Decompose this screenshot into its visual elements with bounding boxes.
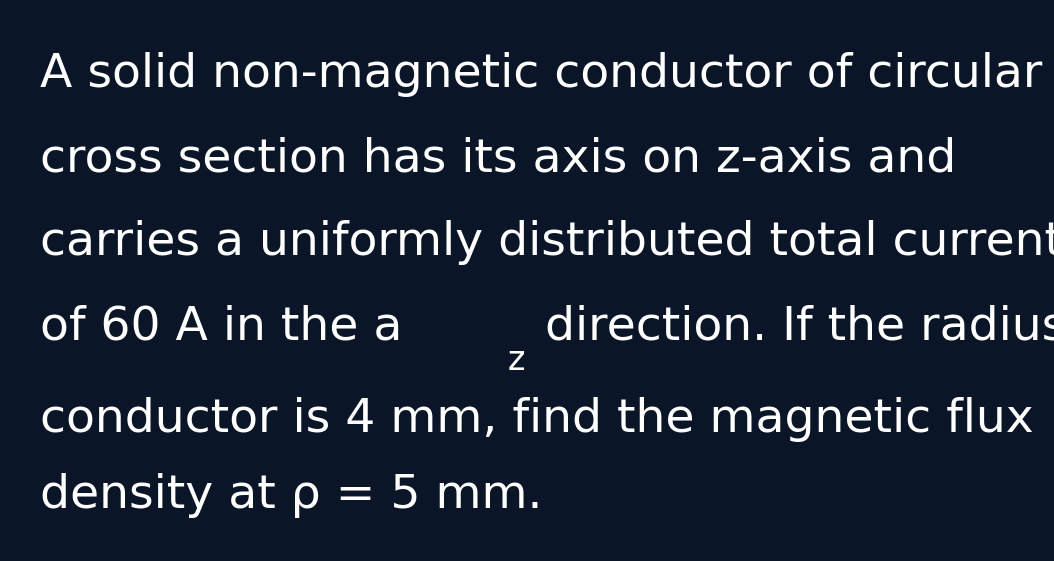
Text: A solid non-magnetic conductor of circular: A solid non-magnetic conductor of circul…	[40, 52, 1042, 97]
Text: carries a uniformly distributed total current: carries a uniformly distributed total cu…	[40, 220, 1054, 265]
Text: of 60 A in the a: of 60 A in the a	[40, 305, 403, 350]
Text: cross section has its axis on z-axis and: cross section has its axis on z-axis and	[40, 136, 956, 181]
Text: z: z	[508, 344, 525, 377]
Text: density at ρ = 5 mm.: density at ρ = 5 mm.	[40, 473, 543, 518]
Text: direction. If the radius of the: direction. If the radius of the	[530, 305, 1054, 350]
Text: conductor is 4 mm, find the magnetic flux: conductor is 4 mm, find the magnetic flu…	[40, 397, 1034, 442]
